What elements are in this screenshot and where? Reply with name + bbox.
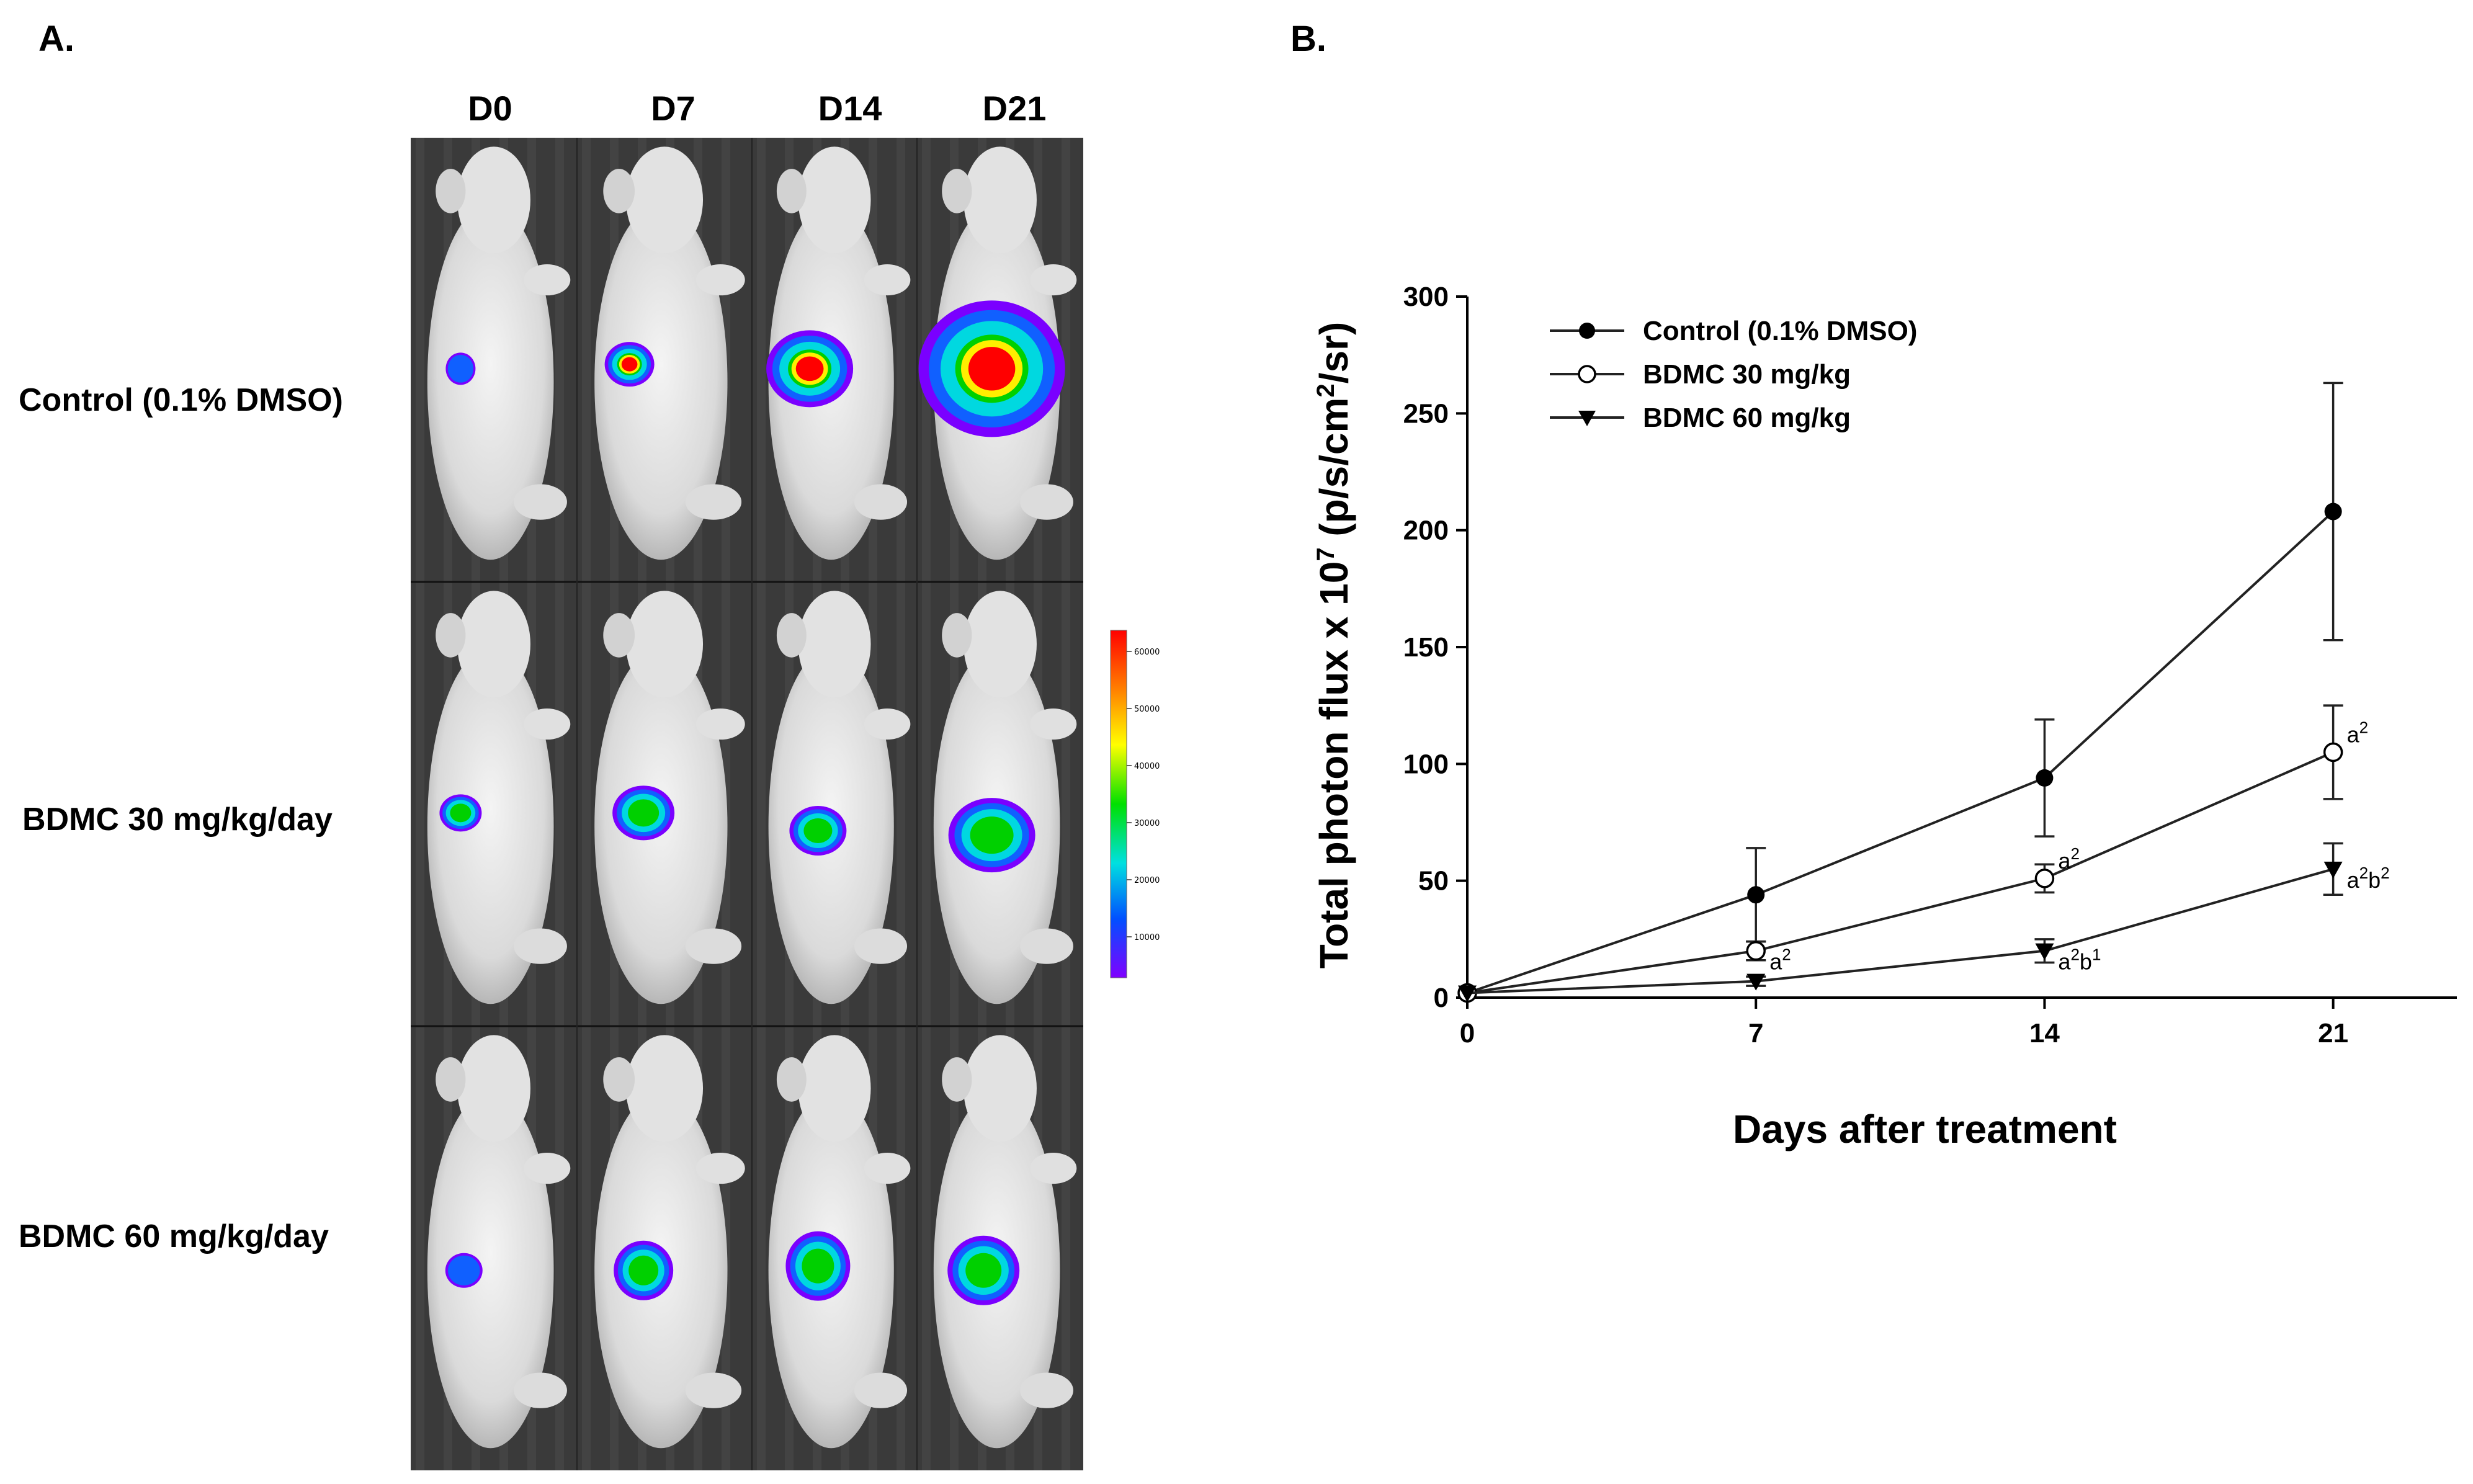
legend-marker [1578, 411, 1596, 426]
colorbar-tick-label: 50000 [1134, 705, 1160, 714]
data-point [1458, 985, 1477, 1003]
luminescence-spot [612, 785, 675, 841]
colorbar-tick-label: 10000 [1134, 933, 1160, 942]
column-label-d7: D7 [651, 89, 695, 128]
legend-label: BDMC 60 mg/kg [1643, 403, 1851, 433]
luminescence-spot [918, 300, 1065, 437]
y-tick-label: 150 [1403, 632, 1449, 663]
row-label-bdmc30: BDMC 30 mg/kg/day [22, 802, 333, 838]
x-tick-label: 21 [2318, 1018, 2348, 1048]
significance-annotation: a2 [1769, 945, 1791, 975]
data-point [2323, 861, 2343, 878]
luminescence-spot [785, 1231, 851, 1301]
column-label-d14: D14 [818, 89, 882, 128]
data-point [2036, 769, 2054, 787]
y-tick-label: 300 [1403, 282, 1449, 312]
y-tick-label: 50 [1418, 866, 1449, 896]
column-labels: D0 D7 D14 D21 [468, 89, 1046, 128]
data-point [2034, 869, 2055, 888]
legend-item: BDMC 60 mg/kg [1550, 403, 1851, 433]
luminescence-spot [439, 794, 482, 832]
mouse-image-cell [411, 582, 577, 1026]
significance-annotation: a2b2 [2347, 864, 2390, 893]
colorbar-tick-label: 40000 [1134, 762, 1160, 771]
mouse-image-cell [752, 1026, 917, 1470]
colorbar-tick-label: 30000 [1134, 819, 1160, 828]
mouse-image-cell [917, 1026, 1083, 1470]
colorbar-tick-label: 60000 [1134, 648, 1160, 657]
line-chart: 0 50 100 150 200 250 300 0 7 14 21 Days after treat… [1312, 282, 2457, 1151]
data-point [1747, 886, 1765, 904]
x-axis-title: Days after treatment [1733, 1107, 2117, 1151]
legend-item: Control (0.1% DMSO) [1550, 316, 1917, 346]
y-tick-label: 250 [1403, 398, 1449, 429]
panel-b-label: B. [1290, 19, 1326, 59]
colorbar-gradient [1110, 630, 1127, 978]
data-point [1746, 941, 1766, 961]
bioluminescence-image-grid [411, 138, 1083, 1470]
image-grid-lines [411, 138, 1083, 1470]
x-tick-label: 0 [1460, 1018, 1475, 1048]
significance-annotation: a2 [2058, 844, 2080, 874]
column-label-d21: D21 [983, 89, 1047, 128]
legend-marker [1579, 323, 1595, 339]
series-2 [1458, 842, 2343, 1003]
data-point [2035, 943, 2054, 960]
significance-annotation: a2b1 [2058, 945, 2101, 975]
series-line [1467, 511, 2334, 995]
series-line [1467, 751, 2334, 995]
mouse-image-cell [411, 138, 577, 582]
x-tick-label: 14 [2029, 1018, 2060, 1048]
luminescence-spot [948, 798, 1035, 873]
mouse-image-cell [577, 138, 752, 582]
panel-a-label: A. [38, 19, 74, 59]
colorbar-ticks: 60000 50000 40000 30000 20000 10000 [1127, 648, 1160, 942]
legend: Control (0.1% DMSO) BDMC 30 mg/kg BDMC 60 … [1550, 316, 1917, 433]
luminescence-spot [445, 1253, 483, 1288]
legend-label: Control (0.1% DMSO) [1643, 316, 1917, 346]
luminescence-spot [614, 1240, 674, 1300]
colorbar: 60000 50000 40000 30000 20000 10000 [1110, 630, 1160, 978]
data-point [2324, 503, 2342, 521]
luminescence-spot [789, 805, 847, 856]
luminescence-spot [445, 352, 476, 385]
y-tick-label: 0 [1434, 983, 1449, 1013]
data-point [1746, 973, 1766, 991]
mouse-image-cell [577, 582, 752, 1026]
legend-label: BDMC 30 mg/kg [1643, 359, 1851, 390]
mouse-image-cell [752, 582, 917, 1026]
y-axis-title: Total photon flux x 107 (p/s/cm2/sr) [1312, 322, 1356, 969]
series-1 [1457, 704, 2343, 1003]
column-label-d0: D0 [468, 89, 512, 128]
y-tick-label: 200 [1403, 516, 1449, 546]
row-labels: Control (0.1% DMSO) BDMC 30 mg/kg/day BD… [19, 382, 343, 1254]
luminescence-spot [947, 1235, 1020, 1305]
luminescence-spot [766, 330, 854, 408]
row-label-control: Control (0.1% DMSO) [19, 382, 343, 418]
mouse-image-cell [752, 138, 917, 582]
row-label-bdmc60: BDMC 60 mg/kg/day [19, 1218, 329, 1254]
luminescence-spot [604, 342, 655, 387]
mouse-image-cell [577, 1026, 752, 1470]
legend-item: BDMC 30 mg/kg [1550, 359, 1851, 390]
significance-annotation: a2 [2347, 718, 2369, 748]
colorbar-tick-label: 20000 [1134, 876, 1160, 885]
y-tick-label: 100 [1403, 749, 1449, 779]
mouse-image-cell [917, 138, 1083, 582]
series-0 [1459, 382, 2343, 1002]
x-tick-label: 7 [1748, 1018, 1763, 1048]
data-point [2323, 742, 2343, 762]
mouse-image-cell [917, 582, 1083, 1026]
legend-marker [1578, 365, 1596, 383]
series-line [1467, 867, 2334, 995]
mouse-image-cell [411, 1026, 577, 1470]
